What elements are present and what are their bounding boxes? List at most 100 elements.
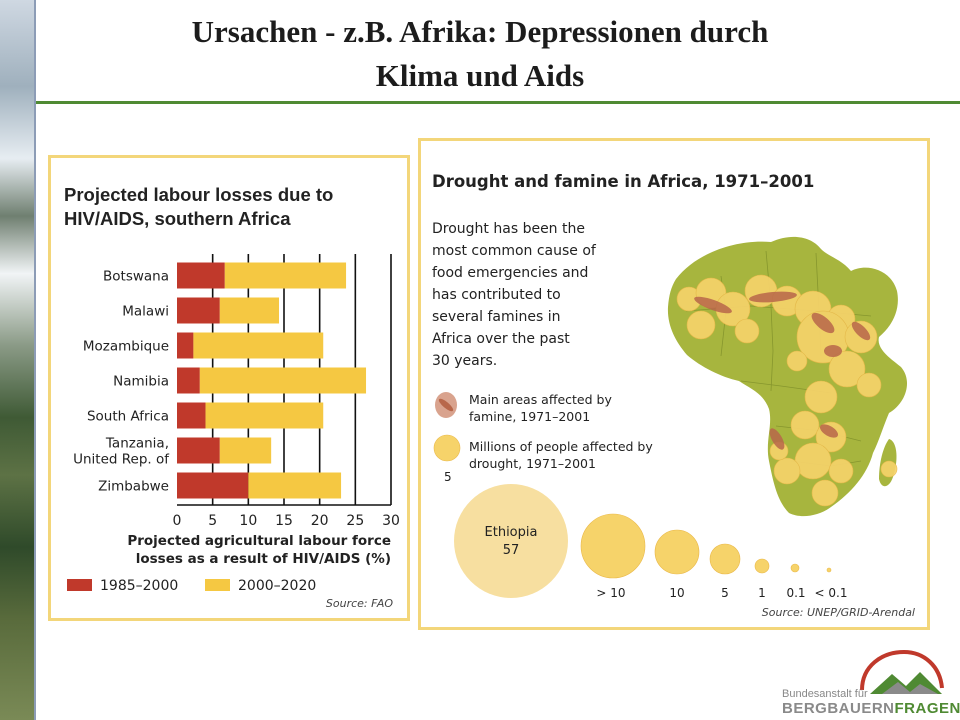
logo-brand-b: FRAGEN (894, 700, 960, 717)
africa-map-graphic: 5 Ethiopia 57 > 10 10 5 1 0.1 < 0.1 (433, 236, 908, 600)
ethiopia-label: Ethiopia (485, 525, 538, 540)
category-label: Namibia (113, 374, 169, 390)
famine-area (694, 296, 732, 314)
chart-title: Projected labour losses due to HIV/AIDS,… (64, 184, 334, 229)
scale-bubble-gt10 (580, 513, 646, 579)
x-tick-label: 15 (275, 513, 293, 529)
category-label: United Rep. of (73, 452, 170, 468)
slide-title-line-1: Ursachen - z.B. Afrika: Depressionen dur… (191, 14, 769, 49)
drought-bubble (790, 410, 820, 440)
x-tick-label: 25 (346, 513, 364, 529)
ethiopia-value: 57 (503, 543, 520, 558)
map-description-line: food emergencies and (432, 265, 589, 281)
category-label: Malawi (122, 304, 169, 320)
scale-bubble-5 (709, 543, 741, 575)
map-title: Drought and famine in Africa, 1971–2001 (432, 172, 815, 191)
x-tick-label: 5 (208, 513, 217, 529)
slide-title-line-2: Klima und Aids (375, 58, 585, 93)
bar-segment (177, 262, 225, 289)
logo-small-text: Bundesanstalt für (782, 688, 868, 700)
legend-label: 1985–2000 (100, 578, 178, 594)
map-description-line: most common cause of (432, 243, 596, 259)
category-label: Zimbabwe (98, 479, 169, 495)
map-description-line: has contributed to (432, 287, 561, 303)
labour-loss-bar-chart: Botswana Malawi Mozambique Namibia South Afr… (67, 254, 400, 594)
mountain-logo-icon (860, 649, 944, 694)
bergbauernfragen-logo: Bundesanstalt für BERGBAUERNFRAGEN (770, 648, 960, 717)
x-axis-label: losses as a result of HIV/AIDS (%) (136, 551, 391, 567)
map-description-line: several famines in (432, 309, 561, 325)
drought-bubble (786, 350, 808, 372)
map-description-line: 30 years. (432, 353, 498, 369)
scale-label: 10 (669, 586, 684, 600)
bar-segment (177, 402, 206, 429)
drought-legend-line: Millions of people affected by (469, 439, 653, 454)
drought-legend-text: Millions of people affected by drought, … (469, 438, 653, 472)
category-label: Botswana (103, 269, 169, 285)
x-tick-label: 0 (173, 513, 182, 529)
scale-bubble-10 (654, 529, 700, 575)
famine-area (811, 312, 835, 334)
drought-bubble (804, 380, 838, 414)
famine-legend-line: famine, 1971–2001 (469, 409, 591, 424)
drought-bubble (856, 372, 882, 398)
map-description-line: Drought has been the (432, 221, 585, 237)
drought-bubble (794, 442, 832, 480)
drought-legend-bubble (433, 434, 461, 462)
bar-segment (177, 332, 194, 359)
legend-label: 2000–2020 (238, 578, 316, 594)
scale-label: 1 (758, 586, 766, 600)
x-tick-label: 20 (311, 513, 329, 529)
chart-source: Source: FAO (325, 597, 393, 610)
bar-segment (177, 437, 220, 464)
famine-area (851, 321, 871, 341)
title-rule (36, 101, 960, 104)
famine-area (769, 428, 785, 450)
scale-label: < 0.1 (815, 586, 848, 600)
mountain-photo-strip (0, 0, 34, 720)
drought-legend-line: drought, 1971–2001 (469, 456, 596, 471)
drought-bubble (686, 310, 716, 340)
famine-area (824, 345, 842, 357)
drought-bubble (828, 458, 854, 484)
scale-label: 0.1 (786, 586, 805, 600)
famine-area (819, 424, 839, 438)
bar-segment (224, 262, 347, 289)
legend-swatch (205, 579, 230, 591)
scale-label: > 10 (596, 586, 625, 600)
drought-bubble (734, 318, 760, 344)
bar-segment (199, 367, 367, 394)
bar-segment (219, 297, 280, 324)
famine-area (749, 291, 797, 303)
labour-loss-chart-panel: Projected labour losses due to HIV/AIDS,… (48, 155, 410, 621)
slide-title: Ursachen - z.B. Afrika: Depressionen dur… (40, 10, 920, 98)
category-label: Mozambique (83, 339, 169, 355)
map-source: Source: UNEP/GRID-Arendal (761, 606, 915, 619)
scale-bubble-0-1 (790, 563, 800, 573)
category-label: South Africa (87, 409, 169, 425)
map-description-line: Africa over the past (432, 331, 570, 347)
famine-legend-swatch-stripe (438, 398, 454, 412)
drought-bubble (773, 457, 801, 485)
famine-legend-line: Main areas affected by (469, 392, 612, 407)
x-axis-label: Projected agricultural labour force (127, 533, 391, 549)
x-tick-label: 30 (382, 513, 400, 529)
ethiopia-bubble (454, 484, 568, 598)
map-description: Drought has been the most common cause o… (432, 218, 637, 372)
x-tick-label: 10 (239, 513, 257, 529)
scale-bubble-1 (754, 558, 770, 574)
category-label: Tanzania, (105, 436, 169, 452)
drought-bubble (828, 350, 866, 388)
scale-label: 5 (721, 586, 729, 600)
bar-segment (177, 297, 220, 324)
logo-brand: BERGBAUERNFRAGEN (782, 700, 960, 717)
logo-brand-a: BERGBAUERN (782, 700, 895, 717)
bar-segment (219, 437, 272, 464)
scale-bubble-lt0-1 (826, 567, 832, 573)
strip-edge-line (34, 0, 36, 720)
drought-map-panel: Drought and famine in Africa, 1971–2001 … (418, 138, 930, 630)
drought-bubble (880, 460, 898, 478)
bar-segment (248, 472, 342, 499)
bar-segment (177, 472, 249, 499)
famine-areas (694, 291, 871, 450)
